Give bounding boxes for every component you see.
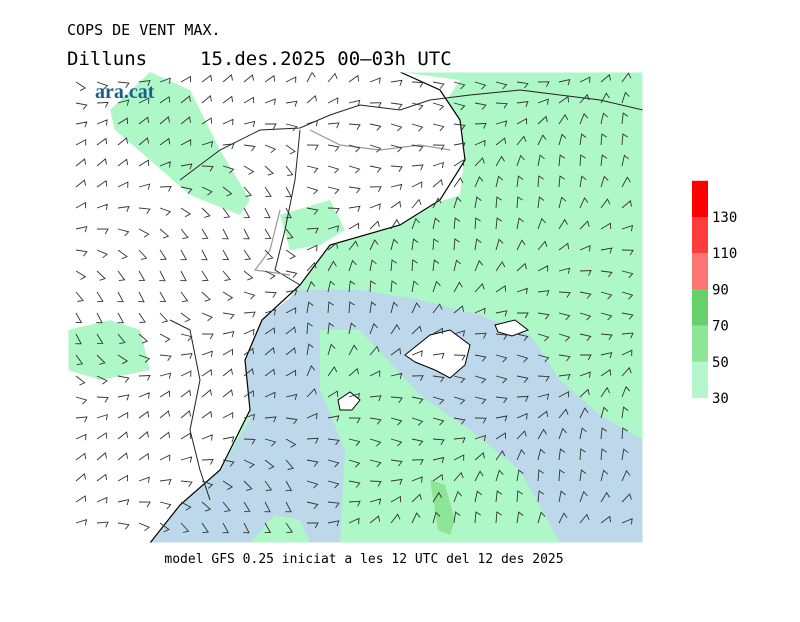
wind-zone: [68, 320, 150, 380]
wind-zone: [110, 72, 250, 215]
wind-zone: [280, 200, 345, 250]
legend-label: 70: [712, 319, 729, 335]
legend-swatch: [692, 325, 708, 362]
legend: 30 50 70 90 110 130: [692, 180, 737, 407]
wind-barb: [75, 72, 634, 534]
map: ara.cat: [67, 71, 644, 544]
legend-swatch: [692, 253, 708, 290]
wind-zone: [430, 480, 455, 535]
legend-swatch: [692, 361, 708, 398]
island: [337, 391, 361, 411]
map-frame: [67, 71, 644, 544]
legend-label: 110: [712, 246, 737, 262]
border: [253, 129, 451, 276]
wind-zone: [320, 330, 560, 543]
legend-label: 90: [712, 282, 729, 298]
legend-swatch: [692, 217, 708, 254]
logo: ara.cat: [95, 81, 155, 103]
border: [169, 89, 643, 501]
legend-label: 130: [712, 210, 737, 226]
title: COPS DE VENT MAX.: [67, 21, 221, 39]
footer: model GFS 0.25 iniciat a les 12 UTC del …: [164, 552, 563, 567]
date: 15.des.2025 00–03h UTC: [200, 48, 452, 70]
land: [68, 72, 465, 543]
day: Dilluns: [67, 48, 147, 70]
legend-label: 30: [712, 391, 729, 407]
wind-barbs: [75, 72, 634, 534]
legend-label: 50: [712, 355, 729, 371]
island: [494, 319, 530, 337]
legend-swatch: [692, 180, 708, 217]
wind-zone: [250, 515, 310, 543]
legend-swatch: [692, 289, 708, 326]
